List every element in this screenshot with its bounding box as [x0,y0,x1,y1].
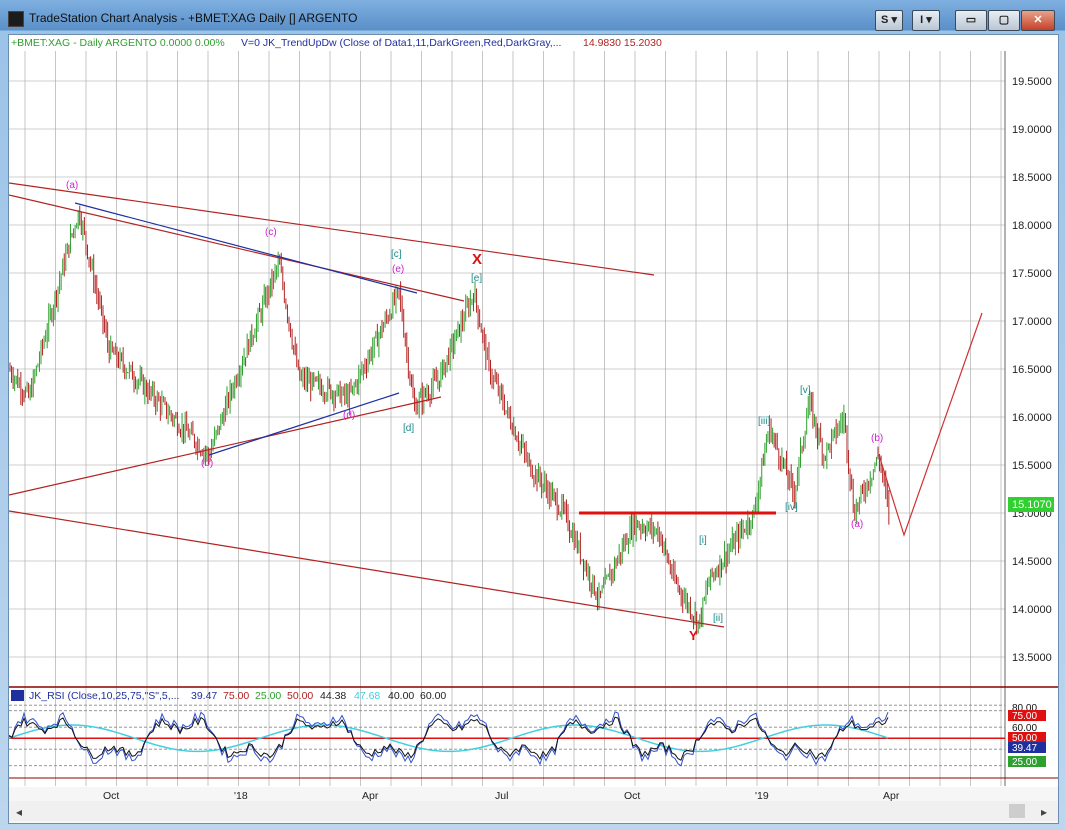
time-axis-label: Jul [495,790,508,802]
rsi-axis-tag [1008,732,1046,743]
indicator-values: 14.9830 15.2030 [583,37,662,49]
price-axis-label: 19.0000 [1012,124,1052,136]
rsi-axis-tag [1008,702,1046,713]
wave-labels: (a) (b) (c) (d) (e) [c] [d] [e] X Y [i] … [66,180,883,643]
app-icon [8,11,24,27]
scroll-right-icon[interactable]: ▸ [1041,805,1047,819]
wave-label: (d) [343,410,355,421]
rsi-axis-label: 60.00 [1012,723,1037,734]
interval-menu-label: I [920,14,924,26]
rsi-axis-tag [1008,710,1046,721]
rsi-axis-label: 75.00 [1012,711,1037,722]
price-axis-label: 16.5000 [1012,364,1052,376]
price-axis-label: 18.5000 [1012,172,1052,184]
wave-label: (a) [851,519,863,530]
rsi-value: 50.00 [287,690,313,702]
rsi-label: JK_RSI (Close,10,25,75,"S",5,... [29,690,179,702]
wave-label: (e) [392,264,404,275]
wave-label: (b) [201,458,213,469]
rsi-axis-label: 80.00 [1012,703,1037,714]
price-chart[interactable]: (a) (b) (c) (d) (e) [c] [d] [e] X Y [i] … [8,35,1058,823]
wave-label: [iii] [758,416,770,427]
triangle-lower-blue-line [208,392,400,456]
wave-label: [v] [800,385,811,396]
price-axis-label: 19.5000 [1012,76,1052,88]
rsi-signal-line [8,724,889,753]
symbol-menu-label: S [881,14,889,26]
rsi-value: 75.00 [223,690,249,702]
time-axis[interactable]: Oct '18 Apr Jul Oct '19 Apr [103,790,900,802]
horizontal-scrollbar[interactable]: ◂ ▸ [9,801,1058,821]
rsi-axis-label: 39.47 [1012,743,1037,754]
wave-label: Y [689,628,698,643]
wave-label: (a) [66,180,78,191]
time-axis-label: Apr [362,790,379,802]
price-axis-label: 13.5000 [1012,652,1052,664]
price-axis-label: 17.5000 [1012,268,1052,280]
symbol-label: +BMET:XAG - Daily ARGENTO 0.0000 0.00% [11,37,225,49]
rsi-axis-label: 25.00 [1012,757,1037,768]
wave-label: [d] [403,423,414,434]
indicator-label: V=0 JK_TrendUpDw (Close of Data1,11,Dark… [241,37,561,49]
triangle-upper-blue-line [74,202,418,294]
price-axis-label: 17.0000 [1012,316,1052,328]
wave-label: X [472,251,482,268]
price-axis-label: 15.5000 [1012,460,1052,472]
trend-lines [8,182,983,628]
rsi-smooth-line [8,716,889,761]
triangle-lower-red-line [8,396,442,496]
maximize-button[interactable]: ▢ [988,10,1020,31]
rsi-axis-tag [1008,742,1046,753]
price-axis-label: 16.0000 [1012,412,1052,424]
projection-line [878,312,983,537]
wave-label: [ii] [713,613,723,624]
rsi-value: 44.38 [320,690,346,702]
symbol-menu-button[interactable]: S ▾ [875,10,903,31]
time-axis-label: Apr [883,790,900,802]
rsi-value: 25.00 [255,690,281,702]
rsi-axis-label: 50.00 [1012,733,1037,744]
rsi-value: 47.68 [354,690,380,702]
wave-label: [e] [471,273,482,284]
title-bar[interactable]: TradeStation Chart Analysis - +BMET:XAG … [0,0,1065,34]
price-axis-label: 14.0000 [1012,604,1052,616]
rsi-swatch [11,690,24,701]
chart-grid [9,51,1006,786]
scroll-left-icon[interactable]: ◂ [16,805,22,819]
rsi-pane [8,704,1005,767]
wave-label: (b) [871,433,883,444]
upper-channel-line [8,182,655,276]
time-axis-label: Oct [103,790,119,802]
rsi-value: 60.00 [420,690,446,702]
rsi-axis-tag [1008,722,1046,733]
last-price-value: 15.1070 [1012,499,1052,511]
last-price-tag [1008,497,1054,512]
chevron-down-icon: ▾ [891,14,897,26]
rsi-line [8,711,889,767]
wave-label: [i] [699,535,707,546]
triangle-upper-red-line [8,194,465,302]
time-axis-label: '19 [755,790,769,802]
time-axis-label: Oct [624,790,640,802]
interval-menu-button[interactable]: I ▾ [912,10,940,31]
price-axis-label: 18.0000 [1012,220,1052,232]
wave-label: [iv] [785,502,798,513]
chart-area[interactable]: (a) (b) (c) (d) (e) [c] [d] [e] X Y [i] … [8,34,1059,824]
rsi-value: 40.00 [388,690,414,702]
scrollbar-thumb[interactable] [1009,804,1025,818]
rsi-axis-tag [1008,756,1046,767]
minimize-button[interactable]: ▭ [955,10,987,31]
lower-channel-line [8,510,725,628]
wave-label: [c] [391,249,402,260]
close-button[interactable]: ✕ [1021,10,1055,31]
chevron-down-icon: ▾ [926,14,932,26]
rsi-value: 39.47 [191,690,217,702]
time-axis-label: '18 [234,790,248,802]
window-title: TradeStation Chart Analysis - +BMET:XAG … [29,11,358,25]
price-axis-label: 14.5000 [1012,556,1052,568]
wave-label: (c) [265,227,277,238]
price-bars [9,205,890,635]
